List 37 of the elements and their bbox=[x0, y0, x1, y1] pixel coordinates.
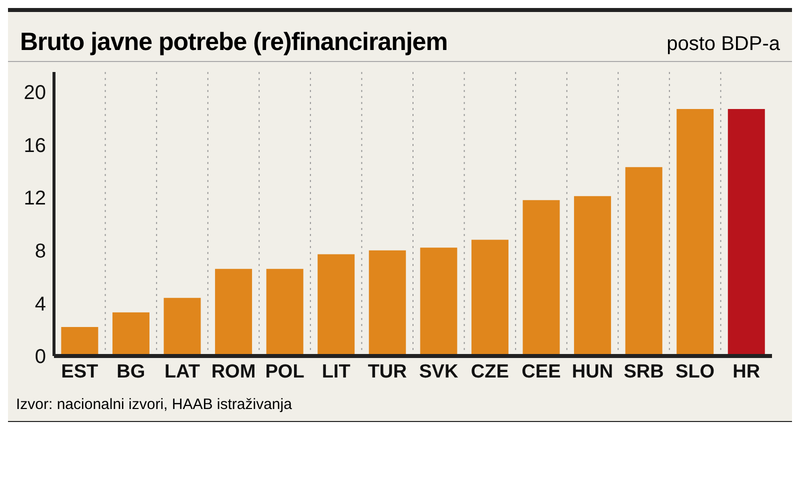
chart-subtitle: posto BDP-a bbox=[666, 33, 780, 56]
text: Izvor: nacionalni izvori, HAAB istraživanja bbox=[15, 395, 293, 415]
y-tick-label: 16 bbox=[24, 134, 46, 157]
bar bbox=[215, 268, 252, 356]
x-tick-label: SLO bbox=[676, 361, 715, 382]
x-tick-label: SVK bbox=[419, 361, 458, 382]
x-tick-label: HR bbox=[732, 361, 760, 382]
x-tick-label: SRB bbox=[624, 361, 664, 382]
bar bbox=[420, 248, 458, 356]
x-tick-label: LIT bbox=[322, 361, 351, 382]
x-tick-label: CZE bbox=[470, 361, 509, 382]
y-tick-label: 12 bbox=[24, 188, 46, 210]
x-tick-label: POL bbox=[265, 361, 305, 382]
y-tick-label: 4 bbox=[34, 293, 46, 316]
bar bbox=[61, 326, 98, 356]
y-tick-label: 8 bbox=[34, 240, 46, 262]
bar bbox=[318, 254, 355, 356]
bar bbox=[164, 298, 201, 356]
chart-title: Bruto javne potrebe (re)financiranjem bbox=[20, 28, 448, 57]
x-tick-label: CEE bbox=[522, 361, 561, 382]
x-tick-label: BG bbox=[116, 361, 146, 382]
bar bbox=[471, 240, 508, 356]
y-tick-label: 20 bbox=[24, 82, 46, 104]
y-tick-label: 0 bbox=[34, 346, 46, 368]
bar bbox=[112, 312, 150, 356]
x-tick-label: ROM bbox=[211, 361, 256, 382]
bar bbox=[625, 167, 662, 356]
bar bbox=[368, 250, 406, 356]
bar bbox=[676, 108, 714, 356]
bar bbox=[728, 108, 765, 356]
x-tick-label: HUN bbox=[572, 361, 614, 382]
bar bbox=[522, 200, 560, 356]
x-tick-label: LAT bbox=[164, 361, 200, 382]
bar bbox=[266, 268, 304, 356]
bar bbox=[574, 196, 612, 356]
x-tick-label: EST bbox=[61, 361, 99, 382]
x-tick-label: TUR bbox=[368, 361, 408, 382]
